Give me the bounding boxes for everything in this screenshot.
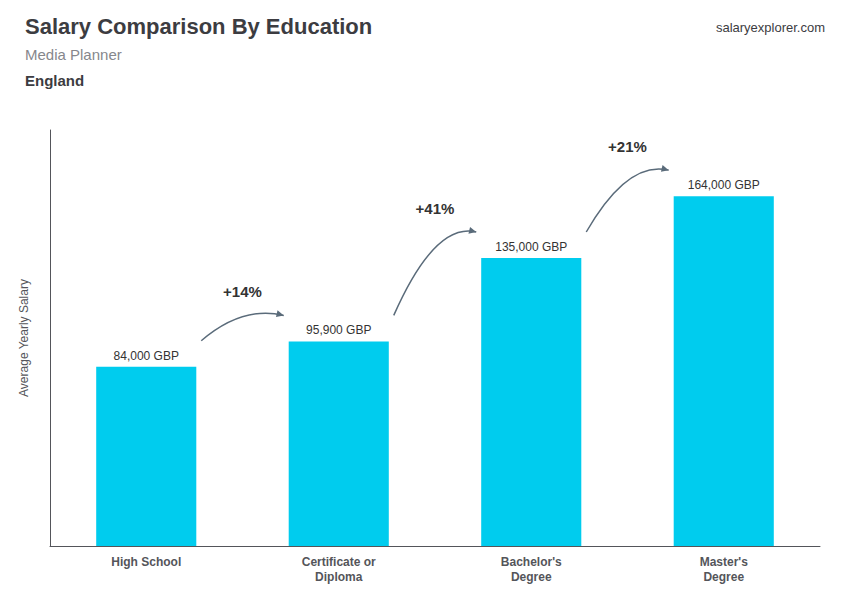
svg-text:164,000 GBP: 164,000 GBP [688, 178, 760, 192]
svg-text:95,900 GBP: 95,900 GBP [306, 323, 371, 337]
svg-text:Bachelor's: Bachelor's [501, 555, 562, 569]
svg-text:High School: High School [111, 555, 181, 569]
svg-text:+14%: +14% [223, 283, 262, 300]
svg-text:84,000 GBP: 84,000 GBP [114, 349, 179, 363]
svg-text:Media Planner: Media Planner [25, 46, 122, 63]
svg-text:135,000 GBP: 135,000 GBP [495, 240, 567, 254]
svg-text:Degree: Degree [511, 570, 552, 584]
svg-text:salaryexplorer.com: salaryexplorer.com [716, 20, 825, 35]
svg-text:Diploma: Diploma [315, 570, 363, 584]
svg-text:England: England [25, 72, 84, 89]
svg-text:Average Yearly Salary: Average Yearly Salary [17, 279, 31, 397]
svg-text:+21%: +21% [608, 138, 647, 155]
svg-text:Salary Comparison By Education: Salary Comparison By Education [25, 14, 372, 39]
svg-text:Degree: Degree [703, 570, 744, 584]
svg-text:Master's: Master's [700, 555, 749, 569]
svg-text:Certificate or: Certificate or [302, 555, 376, 569]
svg-text:+41%: +41% [416, 200, 455, 217]
